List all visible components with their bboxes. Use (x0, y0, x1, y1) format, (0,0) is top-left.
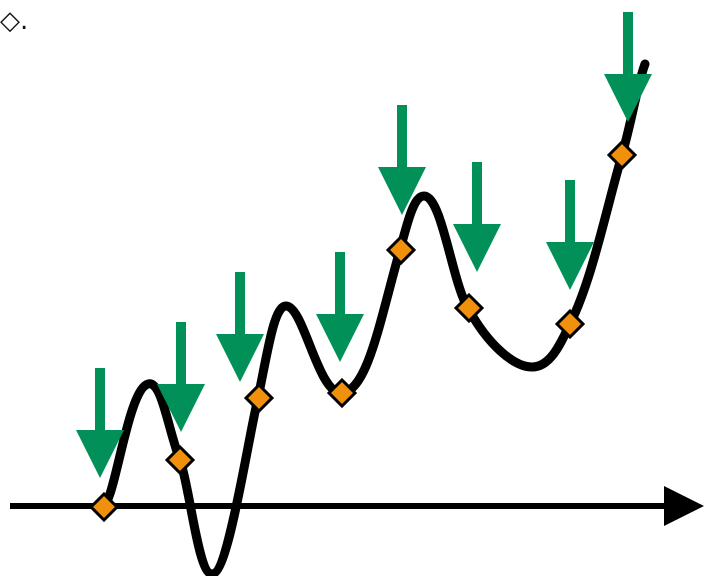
arrow-down-icon (316, 252, 364, 362)
arrow-right-icon (664, 486, 704, 526)
arrow-down-icon (216, 272, 264, 382)
arrow-down-icon (453, 162, 501, 272)
sample-markers (91, 142, 635, 520)
diamond-icon (167, 447, 193, 473)
diamond-icon (246, 385, 272, 411)
diamond-icon (388, 237, 414, 263)
diamond-icon (609, 142, 635, 168)
